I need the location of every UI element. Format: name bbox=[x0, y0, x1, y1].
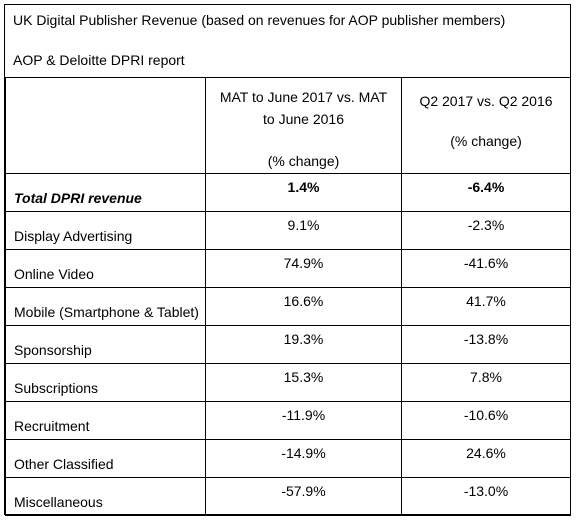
q2-change-value: -13.8% bbox=[401, 325, 571, 364]
q2-change-value: -10.6% bbox=[401, 401, 571, 440]
header-cell-mat: MAT to June 2017 vs. MAT to June 2016 (%… bbox=[205, 77, 402, 174]
header-cell-label bbox=[5, 77, 206, 174]
table-subtitle: AOP & Deloitte DPRI report bbox=[13, 52, 185, 68]
title-block: UK Digital Publisher Revenue (based on r… bbox=[5, 5, 570, 82]
table-row: Subscriptions 15.3% 7.8% bbox=[5, 363, 571, 402]
header-mat-line2: to June 2016 bbox=[263, 111, 344, 127]
mat-change-value: 19.3% bbox=[205, 325, 402, 364]
table-row: Recruitment -11.9% -10.6% bbox=[5, 401, 571, 440]
q2-change-value: 41.7% bbox=[401, 287, 571, 326]
mat-change-value: 1.4% bbox=[205, 173, 402, 212]
table-row: Online Video 74.9% -41.6% bbox=[5, 249, 571, 288]
q2-change-value: -41.6% bbox=[401, 249, 571, 288]
header-cell-q2: Q2 2017 vs. Q2 2016 (% change) bbox=[401, 77, 571, 174]
row-label: Sponsorship bbox=[5, 325, 206, 364]
mat-change-value: 74.9% bbox=[205, 249, 402, 288]
row-label: Online Video bbox=[5, 249, 206, 288]
header-mat-line1: MAT to June 2017 vs. MAT bbox=[219, 89, 388, 105]
q2-change-value: -6.4% bbox=[401, 173, 571, 212]
q2-change-value: 24.6% bbox=[401, 439, 571, 478]
row-label: Recruitment bbox=[5, 401, 206, 440]
header-q2-line2: (% change) bbox=[450, 133, 522, 149]
mat-change-value: -11.9% bbox=[205, 401, 402, 440]
q2-change-value: -13.0% bbox=[401, 477, 571, 516]
table-title: UK Digital Publisher Revenue (based on r… bbox=[13, 12, 506, 28]
mat-change-value: 9.1% bbox=[205, 211, 402, 250]
row-label: Subscriptions bbox=[5, 363, 206, 402]
header-row: MAT to June 2017 vs. MAT to June 2016 (%… bbox=[5, 77, 571, 174]
table-row: Sponsorship 19.3% -13.8% bbox=[5, 325, 571, 364]
table-row: Other Classified -14.9% 24.6% bbox=[5, 439, 571, 478]
row-label: Miscellaneous bbox=[5, 477, 206, 516]
mat-change-value: -57.9% bbox=[205, 477, 402, 516]
row-label: Other Classified bbox=[5, 439, 206, 478]
revenue-table: MAT to June 2017 vs. MAT to June 2016 (%… bbox=[5, 77, 571, 516]
mat-change-value: 16.6% bbox=[205, 287, 402, 326]
mat-change-value: -14.9% bbox=[205, 439, 402, 478]
row-label: Total DPRI revenue bbox=[5, 173, 206, 212]
row-label: Display Advertising bbox=[5, 211, 206, 250]
header-q2-line1: Q2 2017 vs. Q2 2016 bbox=[419, 93, 553, 109]
table-row: Total DPRI revenue 1.4% -6.4% bbox=[5, 173, 571, 212]
q2-change-value: 7.8% bbox=[401, 363, 571, 402]
mat-change-value: 15.3% bbox=[205, 363, 402, 402]
table-body: Total DPRI revenue 1.4% -6.4% Display Adver… bbox=[5, 173, 571, 516]
q2-change-value: -2.3% bbox=[401, 211, 571, 250]
table-row: Display Advertising 9.1% -2.3% bbox=[5, 211, 571, 250]
header-mat-line3: (% change) bbox=[267, 153, 340, 169]
row-label: Mobile (Smartphone & Tablet) bbox=[5, 287, 206, 326]
report-table-frame: UK Digital Publisher Revenue (based on r… bbox=[4, 4, 571, 516]
table-row: Miscellaneous -57.9% -13.0% bbox=[5, 477, 571, 516]
table-row: Mobile (Smartphone & Tablet) 16.6% 41.7% bbox=[5, 287, 571, 326]
